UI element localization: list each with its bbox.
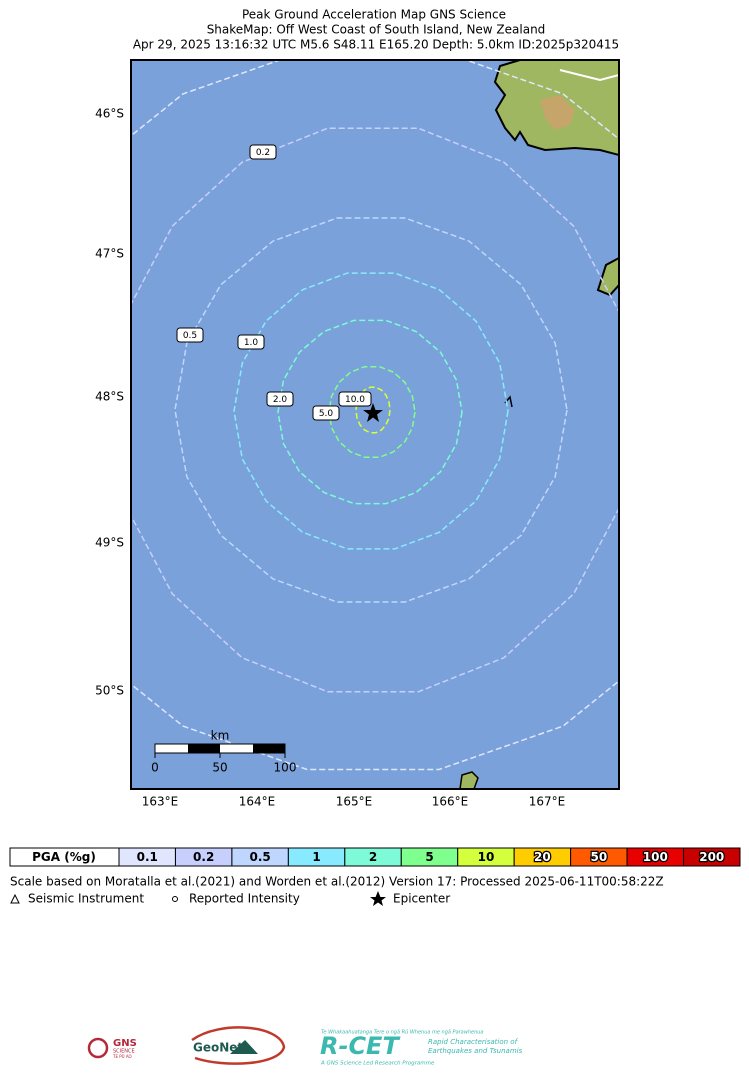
contour — [174, 217, 568, 603]
contours — [131, 60, 619, 771]
geonet-mountain — [230, 1040, 258, 1054]
lat-label: 48°S — [95, 390, 124, 404]
symbol-label: Reported Intensity — [189, 892, 300, 906]
lon-label: 167°E — [529, 795, 566, 809]
contour-label-box — [338, 391, 372, 407]
legend-level: 100 — [643, 850, 668, 864]
contour — [277, 319, 463, 505]
land-stewart-island — [596, 256, 619, 297]
contour — [131, 127, 619, 693]
event-info: Apr 29, 2025 13:16:32 UTC M5.6 S48.11 E1… — [133, 38, 619, 52]
title: Peak Ground Acceleration Map GNS Science — [242, 8, 506, 22]
lat-label: 46°S — [95, 107, 124, 121]
symbol-label: Seismic Instrument — [28, 892, 144, 906]
symbol-label: Epicenter — [393, 892, 450, 906]
map-area — [131, 60, 619, 789]
contour-label: 0.5 — [183, 331, 197, 341]
rcet-bottom: A GNS Science Led Research Programme — [320, 1061, 435, 1067]
gns-logo: GNS — [113, 1038, 137, 1049]
land-relief — [540, 95, 575, 130]
logos: GNS SCIENCE TE PŪ AO GeoNet Te Whakaahua… — [87, 1026, 523, 1067]
contour — [131, 60, 619, 771]
scale-unit: km — [211, 729, 230, 743]
contour — [355, 386, 391, 434]
triangle-icon — [10, 893, 20, 904]
contour-label-box — [176, 327, 204, 343]
legend-level: 2 — [369, 850, 377, 864]
contour — [233, 272, 509, 550]
contour-label-box — [249, 144, 277, 160]
scale-bar: km 0 50 100 — [151, 729, 296, 775]
rcet-line: Rapid Characterisation of — [428, 1038, 519, 1046]
legend-level: 200 — [699, 850, 724, 864]
legend: PGA (%g) 0.1 0.2 0.5 1 2 5 10 20 50 100 200 — [9, 847, 741, 867]
rcet-line: Earthquakes and Tsunamis — [428, 1047, 523, 1055]
geonet-swoosh — [191, 1026, 286, 1065]
contour-label-box — [312, 405, 340, 421]
gns-logo-maori: TE PŪ AO — [112, 1054, 132, 1059]
scale-tick-label: 100 — [274, 761, 297, 775]
legend-title: PGA (%g) — [32, 850, 96, 864]
lon-label: 163°E — [142, 795, 179, 809]
scale-note: Scale based on Moratalla et al.(2021) an… — [10, 875, 664, 889]
symbol-key: Seismic Instrument Reported Intensity Ep… — [10, 891, 450, 906]
legend-level: 50 — [591, 850, 608, 864]
lon-label: 165°E — [336, 795, 373, 809]
contour-label-box — [266, 391, 294, 407]
subtitle: ShakeMap: Off West Coast of South Island… — [207, 23, 546, 37]
legend-level: 10 — [478, 850, 495, 864]
legend-level: 0.1 — [137, 850, 158, 864]
contour-label: 10.0 — [345, 395, 365, 405]
star-icon — [370, 891, 386, 906]
gns-logo-sub: SCIENCE — [113, 1049, 135, 1055]
geonet-logo: GeoNet — [193, 1041, 243, 1055]
contour-label: 5.0 — [319, 409, 334, 419]
gns-icon — [87, 1037, 109, 1059]
legend-level: 0.2 — [193, 850, 214, 864]
contour-label: 0.2 — [256, 148, 270, 158]
rcet-top: Te Whakaahuatanga Tere o ngā Rū Whenua m… — [321, 1030, 483, 1036]
contour-label: 1.0 — [244, 338, 259, 348]
contour-label: 2.0 — [273, 395, 288, 405]
lat-label: 50°S — [95, 684, 124, 698]
scale-segment — [188, 744, 220, 753]
map-frame — [130, 59, 620, 790]
lat-label: 49°S — [95, 536, 124, 550]
boundary — [559, 69, 619, 82]
contour-label-box — [237, 334, 265, 350]
legend-cell — [683, 847, 741, 867]
legend-level: 0.5 — [250, 850, 271, 864]
epicenter — [363, 403, 383, 422]
lat-label: 47°S — [95, 247, 124, 261]
lon-label: 164°E — [239, 795, 276, 809]
legend-level: 1 — [312, 850, 320, 864]
legend-level: 5 — [425, 850, 433, 864]
land-island — [459, 771, 479, 789]
scale-segment — [253, 744, 285, 753]
scale-tick-label: 0 — [151, 761, 159, 775]
ocean — [131, 60, 619, 789]
lon-label: 166°E — [432, 795, 469, 809]
rcet-logo: R-CET — [320, 1032, 400, 1060]
scale-tick-label: 50 — [212, 761, 227, 775]
circle-icon — [172, 896, 178, 902]
legend-level: 20 — [534, 850, 551, 864]
